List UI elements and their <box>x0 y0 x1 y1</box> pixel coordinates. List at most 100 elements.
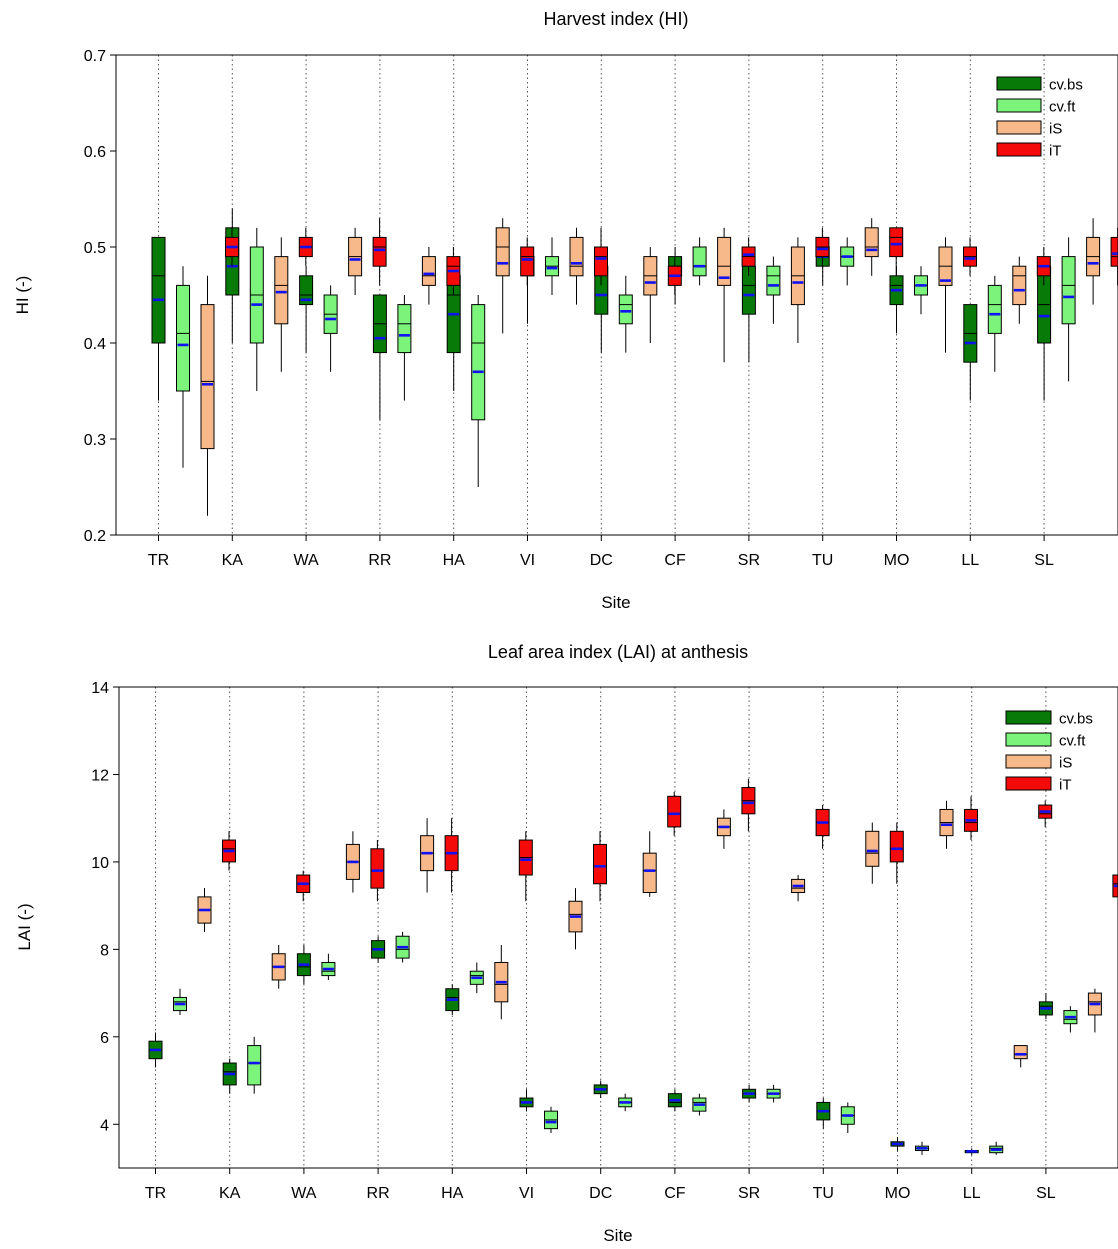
hi-x-tick-label-ka: KA <box>222 552 244 569</box>
hi-box-tr-cvft-iqr <box>176 284 190 392</box>
hi-box-sl-iT-iqr <box>1110 236 1118 267</box>
lai-box-sr-iS <box>791 875 806 902</box>
hi-x-tick-label-rr: RR <box>368 552 391 569</box>
hi-box-ll-cvft-iqr <box>987 284 1002 334</box>
hi-box-ha-iS <box>495 218 510 334</box>
hi-box-dc-cvft <box>618 275 633 353</box>
hi-box-tu-iS <box>864 218 879 276</box>
lai-box-dc-iT <box>667 791 682 836</box>
lai-x-tick-label-sr: SR <box>738 1185 760 1202</box>
lai-box-cf-cvbs <box>667 1089 682 1112</box>
hi-box-tu-iT-iqr <box>889 227 904 258</box>
lai-x-axis-label: Site <box>603 1226 632 1245</box>
lai-box-tu-iT-iqr <box>889 830 904 863</box>
hi-box-rr-cvft-iqr <box>397 304 412 354</box>
hi-box-tr-cvbs-iqr <box>151 236 166 344</box>
hi-legend-swatch-iS <box>996 120 1042 135</box>
hi-box-cf-iS-iqr <box>717 236 732 286</box>
hi-box-dc-iS <box>643 247 658 343</box>
hi-box-ha-iS-iqr <box>495 227 510 277</box>
hi-legend-label-cvft: cv.ft <box>1049 99 1076 116</box>
lai-box-ka-cvft-iqr <box>247 1045 262 1086</box>
lai-box-ha-cvbs <box>445 984 460 1015</box>
hi-x-ticks: TR KA WA RR HA VI DC CF SR TU MO LL SL <box>148 535 1054 569</box>
hi-x-tick-label-dc: DC <box>590 552 613 569</box>
lai-box-ll-cvft <box>989 1141 1004 1155</box>
lai-x-tick-label-rr: RR <box>367 1185 390 1202</box>
hi-x-tick-label-tr: TR <box>148 552 169 569</box>
hi-box-ha-cvbs <box>446 266 461 391</box>
lai-y-tick-label: 8 <box>100 942 109 959</box>
hi-box-mo-cvbs <box>889 266 904 334</box>
hi-box-cf-iT <box>741 237 756 276</box>
hi-box-cf-cvft-iqr <box>692 246 707 277</box>
hi-box-ha-iT <box>520 237 535 286</box>
lai-box-tu-iS-iqr <box>865 830 880 867</box>
lai-legend-label-iT: iT <box>1059 777 1072 794</box>
lai-y-tick-label: 14 <box>91 680 109 697</box>
hi-box-rr-cvbs <box>372 294 387 420</box>
lai-x-tick-label-ha: HA <box>441 1185 464 1202</box>
lai-box-ll-iS-iqr <box>1013 1045 1028 1060</box>
hi-legend-label-iS: iS <box>1049 121 1062 138</box>
lai-box-tr-iS <box>197 888 212 932</box>
hi-box-tr-iS-iqr <box>200 304 215 450</box>
hi-box-vi-iT <box>594 227 608 286</box>
hi-y-ticks: 0.2 0.3 0.4 0.5 0.6 0.7 <box>84 48 116 545</box>
lai-y-tick-label: 10 <box>91 855 109 872</box>
hi-legend: cv.bs cv.ft iS iT <box>996 76 1083 160</box>
lai-box-sl-iT <box>1112 874 1118 898</box>
hi-box-wa-iT <box>372 218 387 286</box>
lai-box-vi-iT <box>593 831 607 902</box>
lai-x-tick-label-wa: WA <box>291 1185 317 1202</box>
lai-plot-frame <box>118 686 1118 1169</box>
lai-box-wa-iT <box>370 840 385 902</box>
hi-box-ll-iS <box>1012 256 1027 324</box>
lai-box-dc-cvbs <box>593 1080 608 1099</box>
hi-box-wa-cvft <box>323 285 338 372</box>
lai-x-tick-label-sl: SL <box>1036 1185 1056 1202</box>
lai-x-tick-label-vi: VI <box>519 1185 534 1202</box>
hi-x-tick-label-ll: LL <box>961 552 979 569</box>
hi-box-tr-iT <box>225 227 239 267</box>
lai-box-sr-iT <box>815 805 830 849</box>
hi-box-rr-iT <box>446 247 461 295</box>
lai-chart: Leaf area index (LAI) at anthesis LAI (-… <box>15 642 1118 1245</box>
lai-box-mo-iS <box>939 800 954 849</box>
lai-box-sl-iS <box>1087 988 1102 1033</box>
lai-x-ticks: TR KA WA RR HA VI DC CF SR TU MO LL SL <box>145 1168 1056 1202</box>
lai-box-ka-cvbs <box>222 1058 237 1094</box>
lai-box-ka-iT <box>296 870 311 902</box>
hi-box-sl-iT <box>1110 227 1118 286</box>
lai-box-vi-iS <box>568 888 583 950</box>
lai-box-vi-cvbs <box>519 1089 534 1112</box>
hi-plot-frame <box>115 54 1118 536</box>
lai-box-tu-iS <box>865 822 880 884</box>
hi-box-sr-cvft-iqr <box>766 265 781 296</box>
hi-box-wa-iT-iqr <box>372 236 387 267</box>
lai-y-tick-label: 4 <box>100 1117 109 1134</box>
hi-box-rr-iS-iqr <box>421 256 436 286</box>
hi-x-tick-label-cf: CF <box>664 552 686 569</box>
hi-box-ka-cvft <box>249 227 264 391</box>
hi-box-sl-iS <box>1086 218 1101 305</box>
hi-box-tr-cvft <box>176 266 190 468</box>
hi-box-ha-cvft-iqr <box>471 304 486 421</box>
lai-box-rr-cvft <box>395 931 410 963</box>
hi-box-ka-iS-iqr <box>274 256 289 325</box>
hi-x-axis-label: Site <box>601 593 630 612</box>
hi-y-tick-label: 0.2 <box>84 528 106 545</box>
lai-y-tick-label: 6 <box>100 1030 109 1047</box>
lai-box-ha-iS <box>494 944 509 1020</box>
hi-y-tick-label: 0.5 <box>84 240 106 257</box>
lai-box-ll-cvbs <box>964 1148 979 1155</box>
hi-box-mo-cvft <box>914 266 928 315</box>
lai-legend-swatch-iT <box>1005 776 1052 791</box>
hi-box-sl-cvbs <box>1037 265 1052 401</box>
lai-box-ll-iS <box>1013 1045 1028 1068</box>
lai-box-ka-iS <box>271 944 286 989</box>
hi-box-wa-cvbs-iqr <box>299 275 314 306</box>
lai-box-sr-cvbs <box>742 1084 757 1103</box>
hi-legend-label-cvbs: cv.bs <box>1049 77 1083 94</box>
